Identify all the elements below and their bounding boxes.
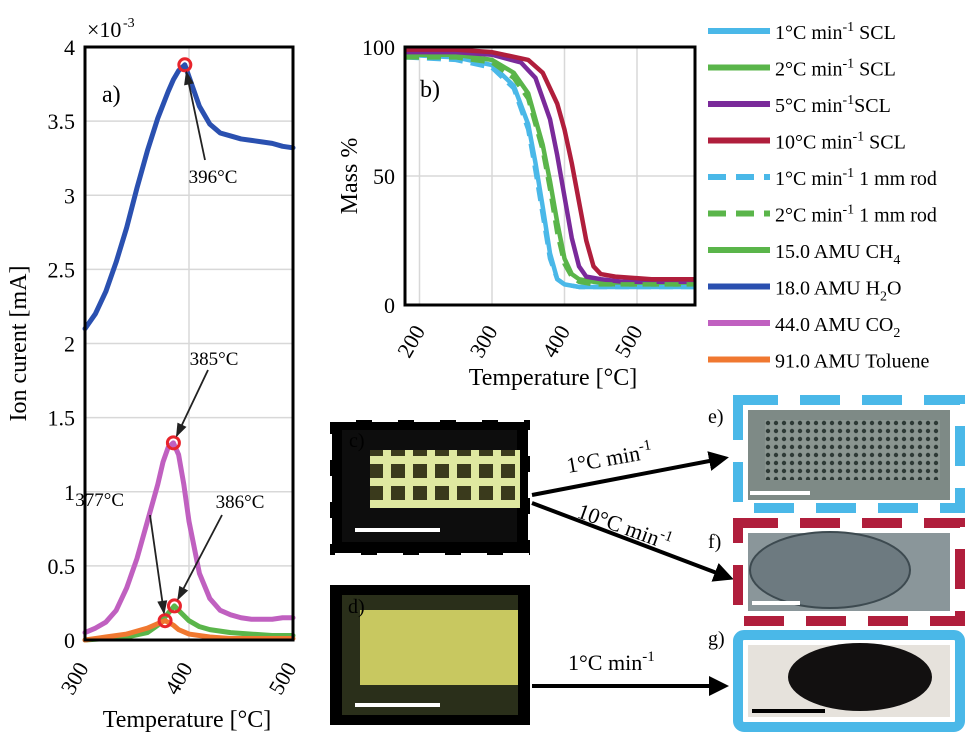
arrow-label-f: 10°C min-1 [574, 497, 675, 555]
arrow-label-e: 1°C min-1 [564, 437, 654, 478]
x-tick-label: 300 [55, 658, 93, 699]
x-tick-label: 300 [464, 321, 502, 362]
photo-d-rod [360, 610, 518, 685]
y-tick-label: 3.5 [48, 109, 76, 134]
annotation-arrow [177, 514, 223, 600]
annotation-label: 377°C [75, 490, 124, 511]
peak-marker [166, 598, 182, 614]
legend-label: 2°C min-1 1 mm rod [775, 203, 937, 227]
panel-label-d: d) [348, 596, 365, 618]
y-tick-label: 2 [64, 332, 75, 357]
legend-label: 2°C min-1 SCL [775, 57, 896, 81]
y-tick-label: 100 [362, 35, 395, 60]
legend-label: 18.0 AMU H2O [775, 278, 901, 305]
y-tick-label: 3 [64, 183, 75, 208]
x-axis-label: Temperature [°C] [469, 365, 638, 391]
y-tick-label: 0 [384, 293, 395, 318]
plot-frame [83, 45, 295, 642]
annotation-label: 385°C [190, 349, 239, 370]
panel-label-e: e) [708, 406, 724, 428]
arrow-to-e [531, 451, 729, 497]
photo-c-dash [328, 418, 532, 557]
legend-label: 5°C min-1SCL [775, 93, 891, 117]
x-tick-label: 400 [537, 321, 575, 362]
annotation-arrowhead [157, 600, 168, 615]
chart-a: 0 0.5 1 1.5 2 2.5 3 3.5 4 300 400 500 ×10 -3 a) Ion cur… [6, 16, 300, 733]
legend-label: 1°C min-1 SCL [775, 20, 896, 44]
x-axis-label: Temperature [°C] [103, 707, 272, 733]
y-axis-label: Ion curent [mA] [6, 266, 32, 422]
y-tick-label: 50 [373, 164, 395, 189]
photo-c-scaffold [370, 450, 520, 508]
annotation-arrowhead [184, 70, 194, 86]
y-axis-label: Mass % [337, 138, 363, 215]
axis-exponent: ×10 [87, 17, 121, 42]
photo-e-scaffold [765, 420, 940, 480]
arrow-to-f [531, 501, 734, 582]
series-line [404, 55, 695, 290]
arrow-label-g: 1°C min-1 [568, 649, 655, 675]
peak-marker [157, 613, 173, 629]
legend-label: 15.0 AMU CH4 [775, 241, 900, 268]
axis-exponent-power: -3 [123, 16, 135, 31]
x-tick-label: 200 [392, 321, 430, 362]
panel-label-g: g) [708, 628, 725, 650]
annotation-arrow [185, 72, 206, 161]
peak-marker [165, 435, 181, 451]
legend: 1°C min-1 SCL 2°C min-1 SCL 5°C min-1SCL 10… [708, 20, 937, 373]
legend-label: 1°C min-1 1 mm rod [775, 166, 937, 190]
annotation-arrow [149, 514, 165, 613]
photo-panels: c) d) 1°C min-1 10°C min-1 1°C min-1 e) f) g) [328, 395, 965, 732]
panel-label-a: a) [102, 82, 121, 108]
plot-frame [403, 45, 697, 307]
series-line [405, 55, 695, 287]
peak-marker [177, 57, 193, 73]
panel-label-b: b) [420, 77, 440, 103]
x-tick-label: 500 [263, 658, 300, 699]
series-line [82, 440, 296, 636]
photo-f-melt [749, 531, 911, 609]
y-tick-label: 0.5 [48, 554, 76, 579]
photo-g-char [788, 643, 932, 711]
series-line [405, 49, 695, 285]
legend-label: 10°C min-1 SCL [775, 130, 906, 154]
annotation-arrowhead [177, 585, 189, 601]
annotation-arrowhead [175, 422, 187, 438]
y-tick-label: 2.5 [48, 257, 76, 282]
series-line [405, 47, 695, 282]
x-tick-label: 400 [159, 658, 197, 699]
annotation-label: 396°C [189, 167, 238, 188]
panel-label-f: f) [708, 531, 721, 553]
series-line [82, 62, 296, 332]
y-tick-label: 0 [64, 628, 75, 653]
x-tick-label: 500 [609, 321, 647, 362]
legend-label: 91.0 AMU Toluene [775, 351, 929, 373]
y-tick-label: 4 [64, 35, 75, 60]
y-tick-label: 1 [64, 480, 75, 505]
chart-b: 0 50 100 200 300 400 500 b) Mass % Temperature [°… [337, 35, 697, 391]
panel-label-c: c) [349, 430, 365, 452]
y-tick-label: 1.5 [48, 406, 76, 431]
annotation-label: 386°C [216, 492, 265, 513]
legend-label: 44.0 AMU CO2 [775, 314, 900, 341]
annotation-arrow [176, 369, 209, 436]
